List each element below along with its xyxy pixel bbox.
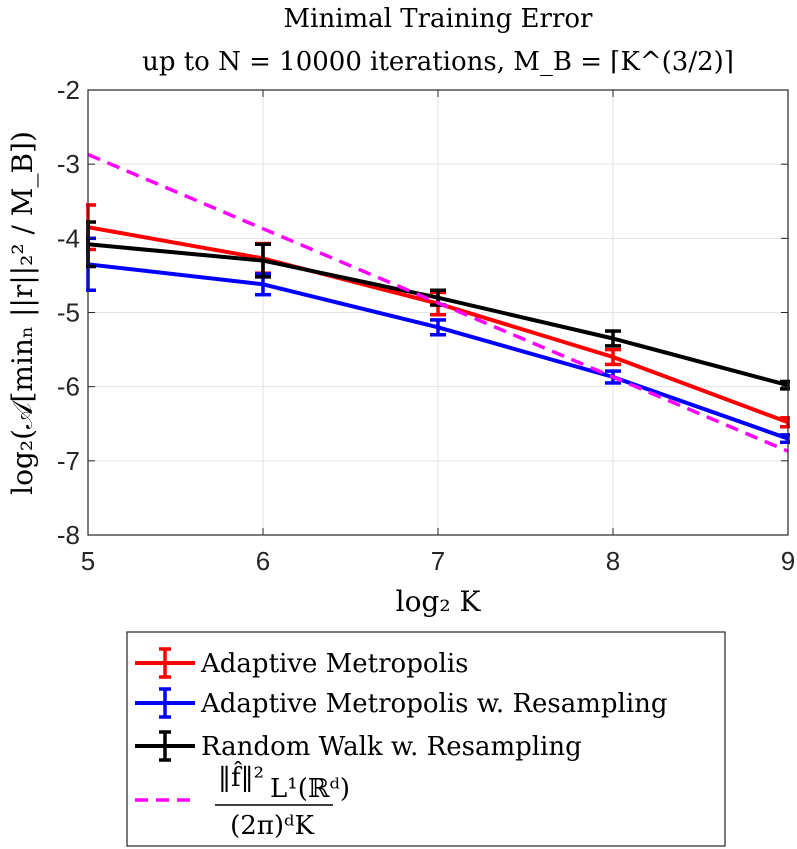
legend: Adaptive Metropolis Adaptive Metropolis w… xyxy=(126,631,726,847)
legend-item-2: Random Walk w. Resampling xyxy=(135,730,582,762)
x-tick-label: 9 xyxy=(781,546,795,576)
series xyxy=(86,152,790,453)
chart-title-line-1: Minimal Training Error xyxy=(284,4,594,34)
series-3 xyxy=(87,152,789,453)
legend-box xyxy=(126,631,726,847)
legend-label: Adaptive Metropolis xyxy=(200,649,468,679)
legend-formula-subscript: L¹(ℝᵈ) xyxy=(270,774,350,804)
legend-label: Random Walk w. Resampling xyxy=(201,732,582,762)
x-axis-label: log₂ K xyxy=(396,585,482,618)
y-tick-label: -5 xyxy=(57,298,80,328)
legend-formula-numerator: ‖f̂‖² xyxy=(218,761,264,793)
y-tick-label: -3 xyxy=(57,149,80,179)
legend-item-3: ‖f̂‖² L¹(ℝᵈ) (2π)ᵈK xyxy=(135,761,350,841)
y-tick-label: -4 xyxy=(57,223,80,253)
error-bar xyxy=(605,347,621,367)
x-tick-label: 7 xyxy=(431,546,445,576)
error-bar xyxy=(605,329,621,348)
tick-labels: 5 6 7 8 9 -2 -3 -4 -5 -6 -7 -8 xyxy=(57,75,795,576)
axes xyxy=(87,89,789,536)
y-tick-label: -6 xyxy=(57,372,80,402)
y-tick-label: -7 xyxy=(57,446,80,476)
chart-title: Minimal Training Error up to N = 10000 i… xyxy=(142,4,734,77)
y-axis-label: log₂(𝒜[minₙ ||r||₂² / M_B]) xyxy=(6,131,39,495)
legend-item-0: Adaptive Metropolis xyxy=(135,647,468,679)
legend-formula-denominator: (2π)ᵈK xyxy=(230,811,314,841)
legend-label: Adaptive Metropolis w. Resampling xyxy=(200,689,668,719)
error-bar xyxy=(255,242,271,279)
y-tick-label: -2 xyxy=(57,75,80,105)
series-line xyxy=(87,152,789,453)
x-tick-label: 8 xyxy=(606,546,620,576)
x-tick-label: 5 xyxy=(81,546,95,576)
legend-item-1: Adaptive Metropolis w. Resampling xyxy=(135,687,668,719)
x-tick-label: 6 xyxy=(256,546,270,576)
error-bar xyxy=(430,318,446,337)
y-tick-label: -8 xyxy=(57,520,80,550)
chart-title-line-2: up to N = 10000 iterations, M_B = ⌈K^(3/… xyxy=(142,47,734,77)
